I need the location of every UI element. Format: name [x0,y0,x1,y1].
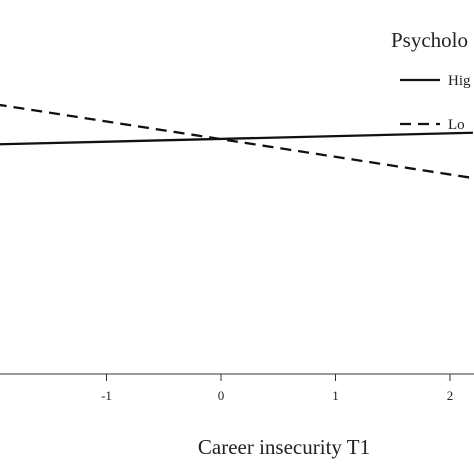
x-axis-ticks: -1 0 1 2 [101,374,453,403]
legend-title: Psycholo [391,28,468,52]
series-line-solid [0,131,473,146]
legend-label: Lo [448,117,465,133]
series-line-dashed [0,103,474,180]
x-tick-label: 1 [332,388,339,403]
x-tick-label: 0 [218,388,225,403]
x-tick-label: -1 [101,388,112,403]
series-lines [0,103,474,180]
legend-label: Hig [448,73,471,89]
legend: Psycholo Hig Lo [391,28,471,133]
x-axis-title: Career insecurity T1 [198,435,370,459]
x-tick-label: 2 [447,388,454,403]
legend-items: Hig Lo [400,73,471,133]
